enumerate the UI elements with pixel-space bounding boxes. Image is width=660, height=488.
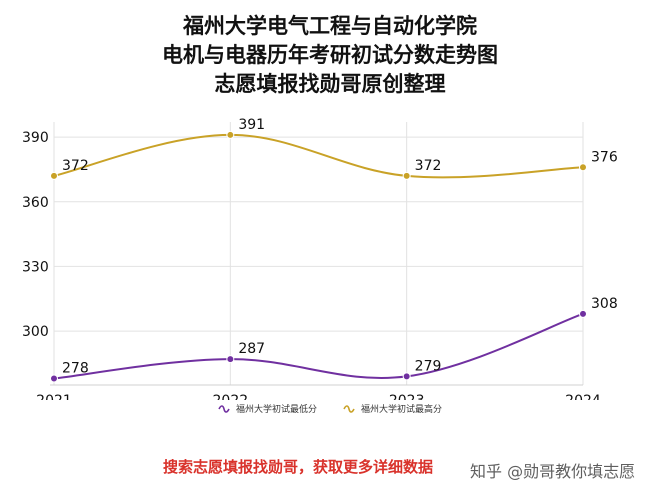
- data-label: 372: [415, 158, 442, 174]
- line-chart: 300 330 360 390 2021 2022 2023 2024 278 287 279 308…: [22, 117, 618, 400]
- x-tick-label: 2022: [213, 393, 249, 400]
- data-point: [579, 309, 587, 318]
- data-point: [50, 374, 58, 383]
- y-tick-label: 300: [22, 324, 49, 340]
- x-tick-label: 2021: [36, 393, 72, 400]
- data-point: [226, 355, 235, 364]
- chart-title-line3: 志愿填报找勋哥原创整理: [214, 72, 446, 96]
- legend-item-max: 福州大学初试最高分: [343, 402, 442, 415]
- data-label: 279: [415, 358, 442, 374]
- data-label: 372: [62, 158, 89, 174]
- legend-item-min: 福州大学初试最低分: [218, 402, 317, 415]
- legend-swatch-min: [218, 404, 230, 413]
- data-point: [402, 372, 411, 381]
- legend-label-min: 福州大学初试最低分: [235, 405, 317, 415]
- series-line: [53, 312, 584, 380]
- data-label: 376: [591, 149, 618, 165]
- data-point: [579, 163, 587, 172]
- data-point: [50, 171, 58, 180]
- y-tick-label: 390: [22, 130, 49, 146]
- chart-title-line2: 电机与电器历年考研初试分数走势图: [162, 43, 498, 67]
- data-label: 391: [238, 117, 265, 133]
- watermark-text: 知乎 @勋哥教你填志愿: [470, 462, 636, 481]
- data-label: 278: [62, 361, 89, 377]
- data-label: 308: [591, 296, 618, 312]
- x-tick-label: 2023: [389, 393, 425, 400]
- data-label: 287: [238, 341, 265, 357]
- data-point: [402, 171, 411, 180]
- legend-label-max: 福州大学初试最高分: [361, 405, 443, 415]
- x-tick-label: 2024: [565, 393, 601, 400]
- series-line: [53, 133, 584, 179]
- data-point: [226, 130, 235, 139]
- y-tick-label: 330: [22, 259, 49, 275]
- promo-text: 搜索志愿填报找勋哥，获取更多详细数据: [163, 458, 434, 476]
- legend-swatch-max: [343, 404, 355, 413]
- y-tick-label: 360: [22, 195, 49, 211]
- chart-title-line1: 福州大学电气工程与自动化学院: [183, 14, 477, 38]
- chart-legend: 福州大学初试最低分 福州大学初试最高分: [0, 402, 660, 415]
